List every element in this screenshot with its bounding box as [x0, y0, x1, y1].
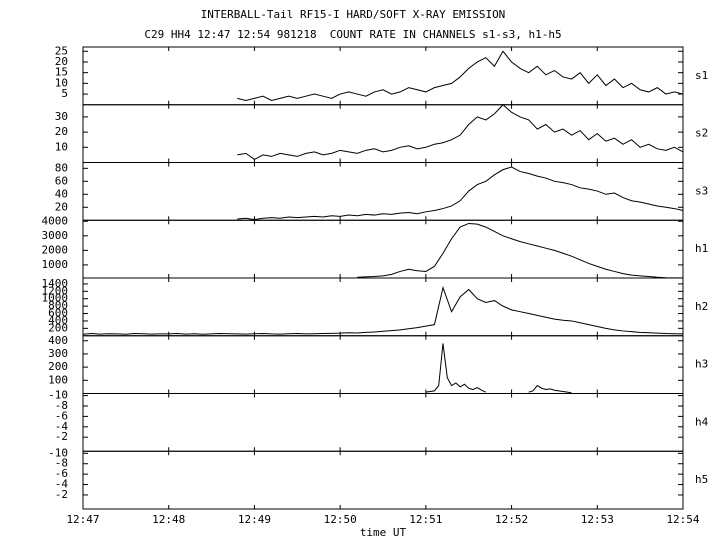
y-tick-label: 40 [55, 187, 68, 200]
y-tick-label: 10 [55, 140, 68, 153]
y-tick-label: 25 [55, 44, 68, 57]
y-tick-label: -8 [55, 457, 68, 470]
x-tick-label: 12:47 [66, 513, 99, 526]
panel-frame [82, 46, 684, 106]
y-tick-label: 80 [55, 161, 68, 174]
panel-label: s3 [695, 184, 708, 197]
y-tick-label: 600 [48, 307, 68, 320]
panel-label: s1 [695, 69, 708, 82]
panel-frame [82, 450, 684, 510]
y-tick-label: 60 [55, 174, 68, 187]
y-tick-label: 300 [48, 347, 68, 360]
y-tick-label: -2 [55, 488, 68, 501]
y-tick-label: -8 [55, 399, 68, 412]
y-tick-label: 5 [61, 87, 68, 100]
x-tick-label: 12:50 [324, 513, 357, 526]
y-tick-label: 200 [48, 360, 68, 373]
y-tick-label: -6 [55, 467, 68, 480]
y-tick-label: -2 [55, 430, 68, 443]
panel-label: h1 [695, 242, 708, 255]
data-line [357, 222, 683, 279]
y-tick-label: 3000 [42, 229, 69, 242]
panel-frame [82, 162, 684, 221]
y-tick-label: 2000 [42, 243, 69, 256]
panel-label: h5 [695, 473, 708, 486]
data-line [82, 285, 684, 335]
data-line [425, 343, 487, 393]
x-tick-label: 12:53 [581, 513, 614, 526]
x-tick-label: 12:48 [152, 513, 185, 526]
y-tick-label: 20 [55, 200, 68, 213]
y-tick-label: 4000 [42, 214, 69, 227]
panel-frame [82, 219, 684, 279]
y-tick-label: -10 [48, 446, 68, 459]
y-tick-label: 1400 [42, 277, 69, 290]
y-tick-label: -4 [55, 420, 69, 433]
panel-label: h2 [695, 300, 708, 313]
data-line [528, 384, 572, 394]
y-tick-label: 200 [48, 321, 68, 334]
chart-subtitle: C29 HH4 12:47 12:54 981218 COUNT RATE IN… [144, 28, 561, 41]
y-tick-label: 400 [48, 334, 68, 347]
y-tick-label: -4 [55, 478, 69, 491]
y-tick-label: 15 [55, 66, 68, 79]
y-tick-label: -10 [48, 389, 68, 402]
y-tick-label: 400 [48, 314, 68, 327]
y-tick-label: 20 [55, 125, 68, 138]
y-tick-label: 30 [55, 110, 68, 123]
panel-frame [82, 393, 684, 452]
panel-label: h4 [695, 415, 709, 428]
x-tick-label: 12:52 [495, 513, 528, 526]
panel-frame [82, 277, 684, 337]
panel-frame [82, 335, 684, 394]
panel-label: s2 [695, 127, 708, 140]
x-tick-label: 12:49 [238, 513, 271, 526]
y-tick-label: 100 [48, 373, 68, 386]
y-tick-label: 1200 [42, 284, 69, 297]
data-line [237, 166, 684, 221]
y-tick-label: 10 [55, 76, 68, 89]
y-tick-label: -6 [55, 409, 68, 422]
data-line [237, 50, 684, 101]
x-tick-label: 12:54 [666, 513, 699, 526]
panel-frame [82, 104, 684, 163]
x-tick-label: 12:51 [409, 513, 442, 526]
data-line [237, 104, 684, 161]
y-tick-label: 1000 [42, 292, 69, 305]
y-tick-label: 1000 [42, 258, 69, 271]
x-axis-label: time UT [360, 526, 407, 539]
panel-label: h3 [695, 358, 708, 371]
y-tick-label: 20 [55, 55, 68, 68]
y-tick-label: 800 [48, 299, 68, 312]
chart-title: INTERBALL-Tail RF15-I HARD/SOFT X-RAY EM… [201, 8, 506, 21]
